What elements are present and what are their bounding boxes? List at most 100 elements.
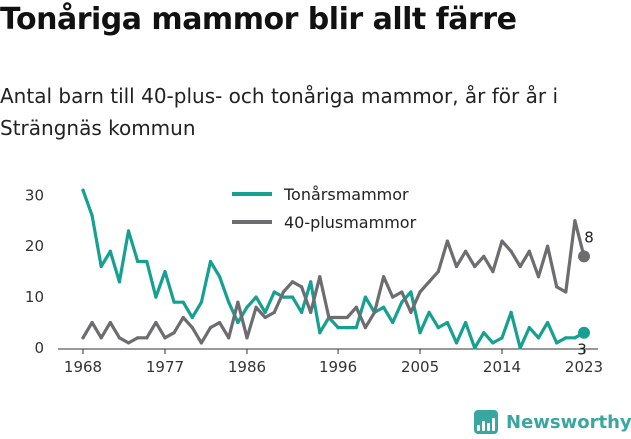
40-plusmammor-point <box>290 280 295 284</box>
tonarsmammor-point <box>473 346 477 350</box>
tonarsmammor-point <box>427 310 431 314</box>
40-plusmammor-point <box>99 336 103 340</box>
tonarsmammor-point <box>117 280 122 284</box>
bar-chart-icon <box>474 410 498 434</box>
40-plusmammor-point <box>491 270 495 274</box>
40-plusmammor-legend-label: 40-plusmammor <box>284 213 417 232</box>
chart-title: Tonåriga mammor blir allt färre <box>0 2 517 37</box>
tonarsmammor-point <box>126 229 131 233</box>
x-tick-label: 1986 <box>228 358 266 376</box>
x-tick-label: 2023 <box>565 358 603 376</box>
tonarsmammor-point <box>254 295 258 299</box>
40-plusmammor-point <box>427 280 431 284</box>
40-plusmammor-point <box>254 305 258 309</box>
tonarsmammor-point <box>199 300 204 304</box>
40-plusmammor-line <box>81 219 586 345</box>
x-tick-label: 1996 <box>319 358 357 376</box>
tonarsmammor-point <box>172 300 176 304</box>
40-plusmammor-point <box>90 320 94 325</box>
tonarsmammor-point <box>336 326 340 330</box>
y-tick-label: 0 <box>34 339 44 357</box>
40-plusmammor-point <box>463 249 468 253</box>
40-plusmammor-point <box>190 326 194 330</box>
tonarsmammor-point <box>391 320 395 325</box>
tonarsmammor-point <box>564 336 568 340</box>
40-plusmammor-point <box>391 295 395 299</box>
tonarsmammor-point <box>545 320 550 325</box>
40-plusmammor-point <box>263 315 267 320</box>
tonarsmammor-point <box>309 280 313 284</box>
tonarsmammor-point <box>181 300 185 304</box>
40-plusmammor-point <box>172 331 176 335</box>
x-tick-label: 1977 <box>146 358 184 376</box>
40-plusmammor-point <box>117 336 122 340</box>
40-plusmammor-point <box>181 315 185 320</box>
40-plusmammor-end-label: 8 <box>584 228 594 246</box>
40-plusmammor-point <box>536 275 541 279</box>
40-plusmammor-point <box>126 341 131 345</box>
40-plusmammor-point <box>145 336 149 340</box>
chart-subtitle: Antal barn till 40-plus- och tonåriga ma… <box>0 84 559 140</box>
legend: Tonårsmammor 40-plusmammor <box>232 185 417 232</box>
tonarsmammor-end-label: 3 <box>577 341 587 359</box>
tonarsmammor-point <box>236 320 240 325</box>
40-plusmammor-point <box>108 320 112 325</box>
tonarsmammor-point <box>445 320 449 325</box>
tonarsmammor-point <box>573 336 577 340</box>
40-plusmammor-point <box>272 310 276 314</box>
40-plusmammor-end-marker <box>578 250 590 263</box>
40-plusmammor-point <box>81 336 85 340</box>
40-plusmammor-point <box>555 285 559 289</box>
x-axis: 1968 1977 1986 1996 2005 2014 2023 <box>58 348 603 376</box>
tonarsmammor-point <box>227 300 231 304</box>
40-plusmammor-point <box>527 249 531 253</box>
tonarsmammor-point <box>500 336 504 340</box>
tonarsmammor-point <box>263 310 267 314</box>
x-tick-label: 2014 <box>483 358 521 376</box>
40-plusmammor-point <box>382 275 386 279</box>
40-plusmammor-point <box>400 290 404 294</box>
tonarsmammor-point <box>527 326 531 330</box>
40-plusmammor-point <box>218 320 222 325</box>
tonarsmammor-end-marker <box>578 326 590 339</box>
tonarsmammor-point <box>90 214 94 218</box>
40-plusmammor-point <box>236 300 240 304</box>
tonarsmammor-point <box>418 331 422 335</box>
40-plusmammor-point <box>318 275 322 279</box>
x-tick-label: 2005 <box>401 358 439 376</box>
40-plusmammor-point <box>309 310 313 314</box>
40-plusmammor-point <box>327 315 331 320</box>
tonarsmammor-point <box>290 295 295 299</box>
40-plusmammor-point <box>227 336 231 340</box>
40-plusmammor-point <box>300 285 304 289</box>
y-tick-label: 10 <box>25 288 44 306</box>
40-plusmammor-point <box>482 254 486 258</box>
40-plusmammor-point <box>564 290 568 294</box>
tonarsmammor-point <box>208 259 213 264</box>
40-plusmammor-point <box>372 310 377 314</box>
tonarsmammor-point <box>136 259 140 264</box>
y-axis: 0 10 20 30 <box>25 186 44 357</box>
40-plusmammor-point <box>163 336 167 340</box>
tonarsmammor-point <box>463 320 468 325</box>
40-plusmammor-point <box>418 290 422 294</box>
tonarsmammor-legend-label: Tonårsmammor <box>283 185 409 204</box>
tonarsmammor-point <box>491 341 495 345</box>
40-plusmammor-point <box>363 326 367 330</box>
series-layer: 38 <box>81 188 594 359</box>
40-plusmammor-point <box>354 305 358 309</box>
40-plusmammor-point <box>573 219 577 223</box>
tonarsmammor-point <box>555 341 559 345</box>
40-plusmammor-point <box>245 336 249 340</box>
tonarsmammor-point <box>400 300 404 304</box>
y-tick-label: 30 <box>25 186 44 204</box>
40-plusmammor-point <box>509 249 513 253</box>
tonarsmammor-point <box>190 315 194 320</box>
y-tick-label: 20 <box>25 237 44 255</box>
40-plusmammor-point <box>500 239 504 243</box>
tonarsmammor-point <box>509 310 513 314</box>
x-tick-label: 1968 <box>64 358 102 376</box>
tonarsmammor-point <box>318 331 322 335</box>
tonarsmammor-point <box>108 249 112 253</box>
